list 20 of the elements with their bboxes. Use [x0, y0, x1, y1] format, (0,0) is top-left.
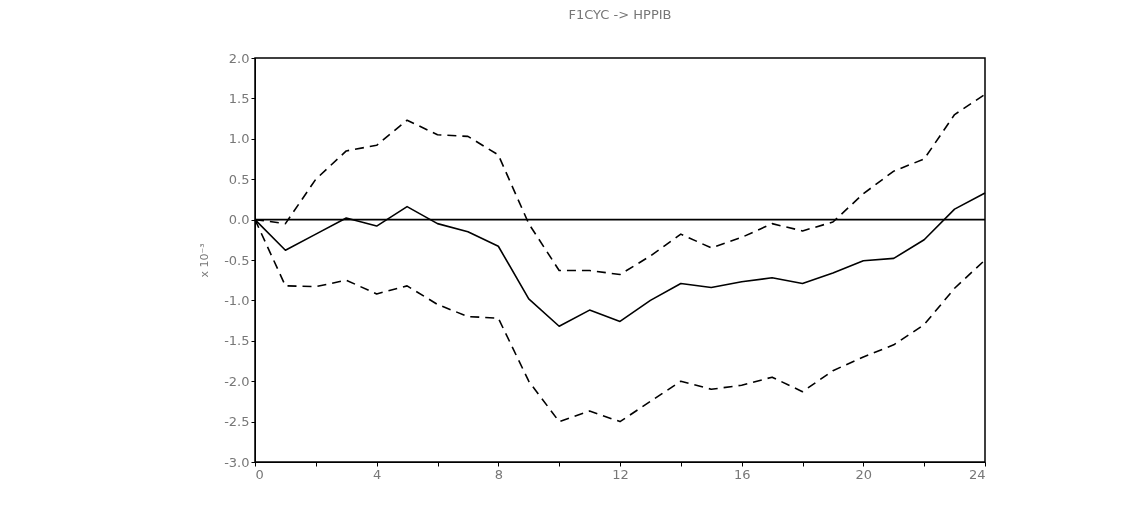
x-tick-label: 24 [968, 466, 986, 482]
x-tick-label: 12 [612, 466, 629, 482]
x-tick-label: 8 [494, 466, 503, 482]
y-tick-label: 0.5 [228, 171, 250, 187]
y-tick-label: -2.5 [224, 414, 250, 430]
y-tick-label: -0.5 [224, 252, 250, 268]
x-tick-label: 20 [855, 466, 873, 482]
x-tick-label: 0 [255, 466, 264, 482]
y-axis-title: x 10⁻³ [198, 243, 212, 278]
y-tick-label: -1.0 [224, 292, 250, 308]
y-tick-label: 2.0 [228, 50, 250, 66]
chart-title: F1CYC -> HPPIB [568, 7, 672, 22]
x-tick-label: 4 [373, 466, 382, 482]
y-tick-label: -2.0 [224, 373, 250, 389]
y-tick-label: -1.5 [224, 333, 250, 349]
y-tick-label: 1.0 [228, 131, 250, 147]
y-tick-label: 0.0 [228, 212, 250, 228]
y-tick-label: 1.5 [228, 90, 250, 106]
x-tick-label: 16 [733, 466, 751, 482]
y-tick-label: -3.0 [224, 454, 250, 470]
